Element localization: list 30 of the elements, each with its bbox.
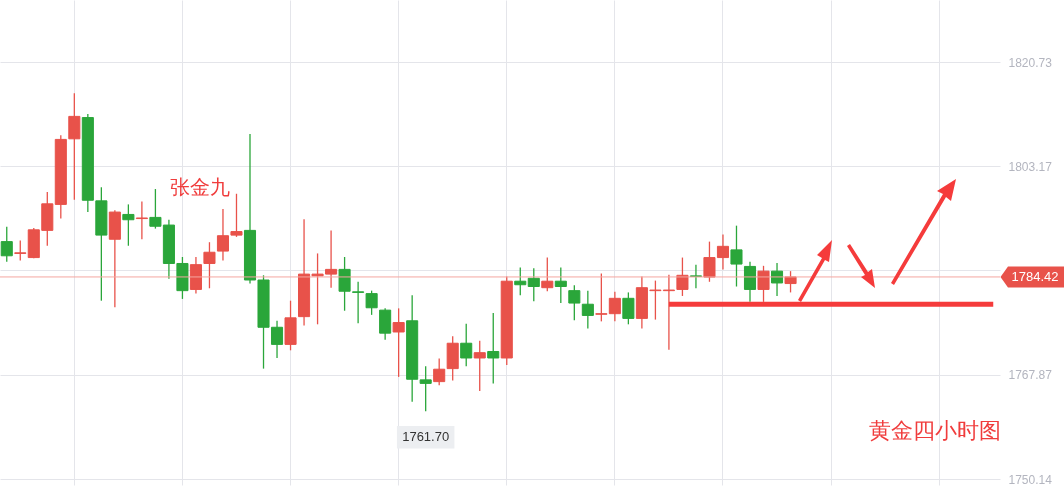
y-tick-label: 1767.87 bbox=[1008, 368, 1053, 383]
candlestick bbox=[568, 284, 581, 321]
candlestick bbox=[622, 291, 635, 325]
candlestick bbox=[757, 265, 770, 303]
candlestick bbox=[392, 307, 405, 378]
candlestick bbox=[14, 239, 27, 262]
candlestick bbox=[554, 266, 567, 304]
candlestick bbox=[433, 357, 446, 386]
candlestick bbox=[473, 340, 486, 392]
ref-line-label: 1784.42 bbox=[1011, 268, 1059, 284]
candlestick bbox=[122, 203, 135, 247]
candlestick bbox=[379, 307, 392, 341]
candlestick bbox=[0, 226, 13, 263]
annotation: 张金九 bbox=[170, 175, 230, 199]
y-tick-label: 1820.73 bbox=[1008, 55, 1053, 70]
candlestick bbox=[743, 261, 757, 303]
candlestick bbox=[203, 241, 216, 289]
candlestick bbox=[730, 225, 743, 288]
candlestick bbox=[527, 267, 540, 302]
candlestick bbox=[68, 92, 81, 201]
candlestick bbox=[135, 200, 148, 240]
candlestick bbox=[581, 290, 594, 330]
candlestick bbox=[541, 256, 554, 292]
y-tick-label: 1750.14 bbox=[1008, 472, 1053, 487]
candlestick bbox=[460, 323, 473, 367]
candlestick bbox=[487, 312, 500, 385]
candlestick bbox=[365, 290, 378, 316]
annotation: 1761.70 bbox=[402, 429, 450, 445]
y-tick-label: 1803.17 bbox=[1008, 159, 1053, 174]
annotation: 黄金四小时图 bbox=[869, 418, 1001, 443]
